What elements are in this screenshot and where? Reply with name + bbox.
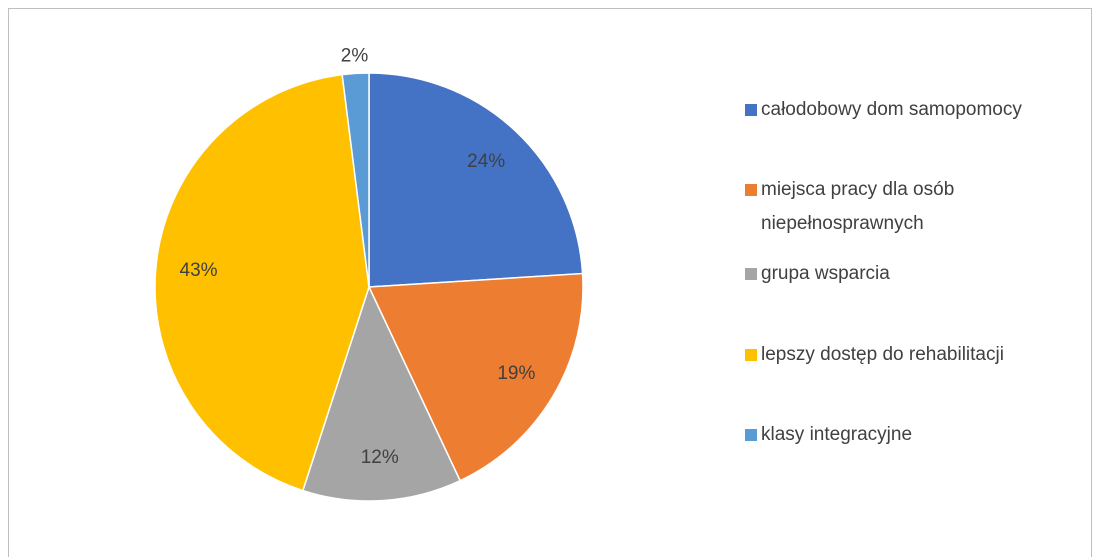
data-label: 12% (361, 447, 399, 468)
legend-swatch (745, 268, 757, 280)
data-label: 2% (341, 45, 369, 66)
pie-slice (154, 73, 370, 492)
legend-label: miejsca pracy dla osób niepełnosprawnych (761, 179, 960, 234)
legend-swatch (745, 104, 757, 116)
data-label: 43% (180, 260, 218, 281)
data-label: 19% (497, 363, 535, 384)
legend-line: niepełnosprawnych (761, 213, 924, 234)
pie-slice (367, 272, 584, 482)
data-label: 24% (467, 151, 505, 172)
legend-label: grupa wsparcia (761, 263, 890, 284)
legend-label: klasy integracyjne (761, 424, 912, 445)
pie-slice (368, 72, 584, 288)
legend-swatch (745, 184, 757, 196)
legend-label: całodobowy dom samopomocy (761, 99, 1022, 120)
pie-slice (341, 72, 370, 288)
pie-slice (301, 284, 462, 502)
legend-label: lepszy dostęp do rehabilitacji (761, 344, 1004, 365)
legend-swatch (745, 429, 757, 441)
legend-line: miejsca pracy dla osób (761, 179, 960, 200)
legend-swatch (745, 349, 757, 361)
